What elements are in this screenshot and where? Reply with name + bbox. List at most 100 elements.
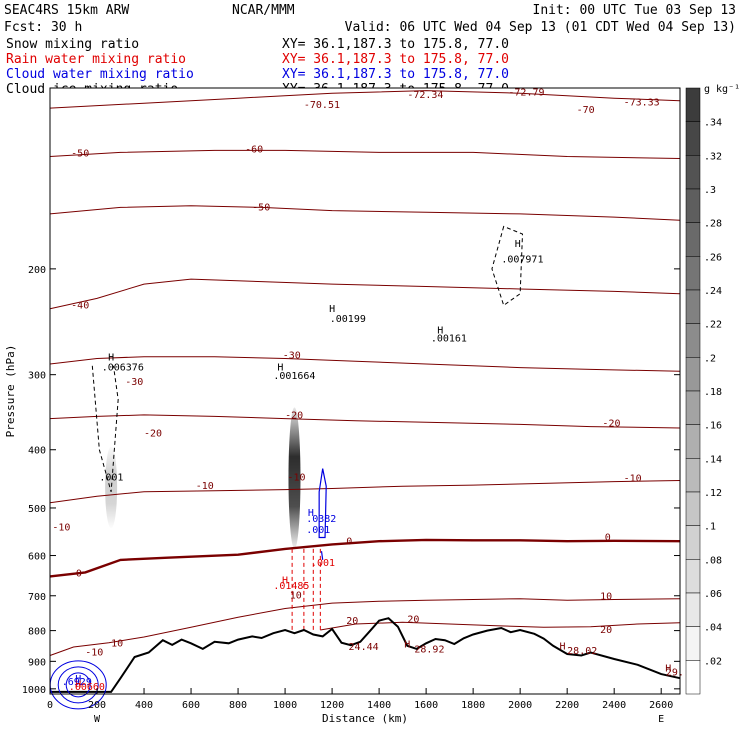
x-tick-label: 2400 [602,700,626,711]
maximum-marker: H [282,576,288,587]
x-tick-label: 200 [88,700,106,711]
maximum-marker: H [437,325,443,336]
contour-label: -20 [602,419,620,430]
colorbar-bin [685,323,701,358]
maximum-marker: H [308,508,314,519]
colorbar-bin [685,660,701,695]
maximum-marker: H [329,304,335,315]
contour-label: 20 [346,616,358,627]
isotherm-line [49,149,681,159]
y-tick-label: 600 [28,552,46,563]
contour-label: 0 [605,532,611,543]
colorbar-bin [685,491,701,526]
plot-frame [49,87,681,695]
snow-plume [105,446,118,529]
contour-label: .0382 [306,514,336,525]
y-tick-label: 500 [28,504,46,515]
valid-time: Valid: 06 UTC Wed 04 Sep 13 (01 CDT Wed … [345,20,736,35]
contour-label: -20 [285,411,303,422]
x-tick-label: 2600 [649,700,673,711]
contour-label: .006376 [102,362,144,373]
contour-label: 10 [290,590,302,601]
colorbar-bin [685,155,701,190]
cloud-water-contour [318,468,327,539]
maximum-marker: H [75,680,81,691]
x-tick-label: 0 [47,700,53,711]
east-label: E [658,714,664,725]
contour-label: -30 [125,377,143,388]
colorbar-tick-label: .26 [704,252,722,263]
isotherm-line [49,598,681,656]
colorbar-tick-label: .28 [704,219,722,230]
contour-label: 10 [600,591,612,602]
colorbar-bin [685,87,701,122]
x-tick-label: 800 [229,700,247,711]
colorbar-bin [685,525,701,560]
colorbar-tick-label: .1 [704,522,716,533]
isotherm-line [49,205,681,221]
cloud-ice-contour [91,365,119,492]
contour-label: 20 [407,614,419,625]
x-tick-label: 1200 [320,700,344,711]
colorbar-tick-label: .2 [704,353,716,364]
isotherm-line [49,414,681,429]
contour-label: -72.34 [407,90,443,101]
colorbar-unit: g kg⁻¹ [704,84,740,95]
legend-item: Rain water mixing ratio [6,52,186,67]
west-label: W [94,714,101,725]
legend-xy: XY= 36.1,187.3 to 175.8, 77.0 [282,37,509,52]
colorbar-bin [685,458,701,493]
y-tick-label: 300 [28,371,46,382]
forecast-hour: Fcst: 30 h [4,20,82,35]
y-axis-title: Pressure (hPa) [4,345,17,438]
colorbar-tick-label: .02 [704,656,722,667]
contour-label: -70 [577,105,595,116]
contour-label: 28.92 [414,644,444,655]
colorbar-tick-label: .18 [704,387,722,398]
colorbar-bin [685,424,701,459]
colorbar-bin [685,121,701,156]
x-tick-label: 1000 [273,700,297,711]
isotherm-line [320,621,681,631]
x-axis-title: Distance (km) [322,712,408,725]
y-tick-label: 700 [28,592,46,603]
legend-item: Snow mixing ratio [6,37,139,52]
colorbar-tick-label: .24 [704,286,722,297]
contour-label: .001 [311,558,335,569]
y-tick-label: 900 [28,657,46,668]
model-title: SEAC4RS 15km ARW [4,3,129,18]
contour-label: .001 [99,472,123,483]
legend-xy: XY= 36.1,187.3 to 175.8, 77.0 [282,67,509,82]
colorbar-tick-label: .06 [704,589,722,600]
legend-xy: XY= 36.1,187.3 to 175.8, 77.0 [282,52,509,67]
contour-label: .6929 [62,677,92,688]
colorbar-tick-label: .04 [704,623,722,634]
colorbar-tick-label: .08 [704,555,722,566]
colorbar-tick-label: .3 [704,185,716,196]
contour-label: -50 [71,148,89,159]
contour-label: .001664 [273,371,315,382]
contour-label: .00161 [431,333,467,344]
colorbar-tick-label: .12 [704,488,722,499]
isotherm-line [49,480,681,504]
x-tick-label: 2000 [508,700,532,711]
contour-label: .001 [306,525,330,536]
y-tick-label: 200 [28,265,46,276]
contour-label: .01485 [273,581,309,592]
cloud-ice-contour [491,225,524,307]
maximum-marker: H [277,362,283,373]
cloud-water-contour [57,666,99,704]
legend-item: Cloud water mixing ratio [6,67,194,82]
plot-area [50,88,680,694]
isotherm-line [49,278,681,310]
maximum-marker: H [404,640,410,651]
contour-label: 0 [346,536,352,547]
contour-label: 0 [76,568,82,579]
colorbar-tick-label: .32 [704,151,722,162]
x-tick-label: 2200 [555,700,579,711]
org-label: NCAR/MMM [232,3,295,18]
contour-label: 10 [111,638,123,649]
contour-label: -72.79 [508,88,544,99]
x-tick-label: 1800 [461,700,485,711]
contour-label: 20 [600,625,612,636]
